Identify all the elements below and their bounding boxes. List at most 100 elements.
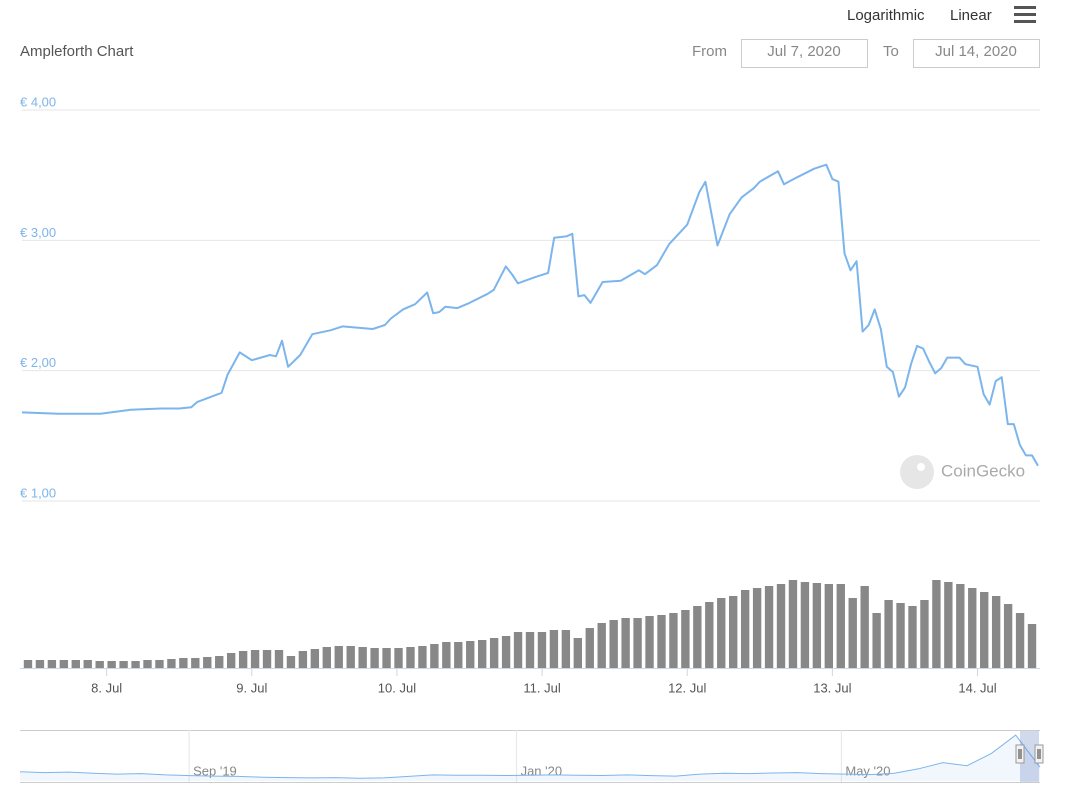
watermark-text: CoinGecko — [941, 461, 1025, 480]
x-tick-label: 10. Jul — [378, 680, 416, 695]
volume-bar — [310, 649, 320, 668]
volume-bar — [35, 660, 45, 668]
volume-bar — [1015, 613, 1025, 668]
volume-bar — [418, 646, 427, 668]
volume-bar — [71, 660, 80, 668]
volume-bar — [752, 588, 762, 668]
volume-bar — [609, 620, 618, 668]
volume-bar — [143, 660, 152, 668]
log-button[interactable]: Logarithmic — [847, 7, 925, 24]
x-tick-label: 12. Jul — [668, 680, 706, 695]
volume-bar — [298, 651, 308, 668]
volume-bar — [83, 660, 92, 668]
x-tick-label: 11. Jul — [523, 680, 560, 695]
volume-bar — [23, 660, 33, 668]
volume-bar — [155, 660, 164, 668]
volume-bar — [657, 615, 666, 668]
volume-bar — [848, 598, 857, 668]
volume-bar — [800, 582, 810, 668]
volume-bar — [645, 616, 654, 668]
volume-bar — [382, 648, 391, 668]
from-value[interactable]: Jul 7, 2020 — [767, 43, 840, 60]
volume-bar — [573, 638, 582, 668]
volume-bar — [788, 580, 798, 668]
x-tick-label: 14. Jul — [958, 680, 996, 695]
volume-bar — [836, 584, 845, 668]
volume-bar — [860, 586, 869, 668]
volume-bar — [980, 592, 989, 668]
volume-bar — [693, 606, 702, 668]
volume-bar — [525, 632, 535, 668]
volume-bar — [621, 618, 630, 668]
volume-bar — [968, 588, 977, 668]
volume-bar — [932, 580, 941, 668]
y-tick-label: € 3,00 — [20, 225, 56, 240]
volume-bar — [226, 653, 236, 668]
to-label: To — [883, 43, 899, 60]
volume-bar — [238, 651, 248, 668]
x-tick-label: 13. Jul — [813, 680, 851, 695]
x-tick-label: 9. Jul — [236, 680, 267, 695]
volume-bar — [776, 584, 786, 668]
y-tick-label: € 1,00 — [20, 485, 56, 500]
volume-bar — [334, 646, 343, 668]
menu-icon[interactable] — [1014, 6, 1036, 23]
to-value[interactable]: Jul 14, 2020 — [935, 43, 1017, 60]
volume-bar — [346, 646, 355, 668]
volume-bar — [286, 656, 296, 668]
volume-bar — [442, 642, 451, 668]
volume-bar — [119, 661, 128, 668]
volume-bar — [824, 584, 834, 668]
x-tick-label: 8. Jul — [91, 680, 122, 695]
volume-bar — [597, 623, 606, 668]
volume-bar — [501, 636, 511, 668]
from-input[interactable] — [741, 39, 868, 68]
volume-bar — [262, 650, 272, 668]
volume-bar — [991, 596, 1001, 668]
volume-bar — [107, 661, 116, 668]
volume-bar — [215, 656, 224, 668]
volume-bar — [454, 642, 463, 668]
volume-bar — [884, 600, 893, 668]
volume-bar — [274, 650, 284, 668]
volume-bar — [394, 648, 403, 668]
volume-bar — [47, 660, 57, 668]
volume-bar — [812, 583, 822, 668]
navigator-label: Sep '19 — [193, 763, 237, 778]
from-label: From — [692, 43, 727, 60]
volume-bar — [1027, 624, 1037, 668]
navigator-handle[interactable] — [1015, 744, 1025, 764]
volume-bar — [717, 598, 726, 668]
navigator-area — [20, 735, 1040, 781]
volume-bar — [729, 596, 738, 668]
volume-bar — [489, 638, 499, 668]
volume-bar — [920, 600, 929, 668]
volume-bar — [681, 610, 690, 668]
volume-bar — [250, 650, 260, 668]
volume-bar — [896, 603, 905, 668]
volume-bar — [740, 590, 750, 668]
volume-bar — [764, 586, 774, 668]
navigator-line — [19, 734, 1041, 779]
navigator-selection — [1020, 731, 1039, 782]
volume-bar — [705, 602, 714, 668]
watermark: CoinGecko — [900, 455, 1025, 489]
volume-bar — [669, 613, 678, 668]
chart-title: Ampleforth Chart — [20, 43, 134, 60]
volume-bar — [430, 644, 439, 668]
to-input[interactable] — [913, 39, 1040, 68]
volume-bar — [561, 630, 571, 668]
volume-bar — [478, 640, 487, 668]
volume-bar — [179, 658, 188, 668]
navigator-handle[interactable] — [1034, 744, 1044, 764]
volume-bar — [167, 659, 176, 668]
volume-bar — [203, 657, 212, 668]
linear-button[interactable]: Linear — [950, 7, 992, 24]
volume-bar — [633, 618, 642, 668]
volume-bar — [549, 630, 559, 668]
volume-bar — [956, 584, 965, 668]
volume-bar — [585, 628, 594, 668]
y-tick-label: € 2,00 — [20, 355, 56, 370]
volume-bar — [872, 613, 881, 668]
volume-bar — [513, 632, 523, 668]
